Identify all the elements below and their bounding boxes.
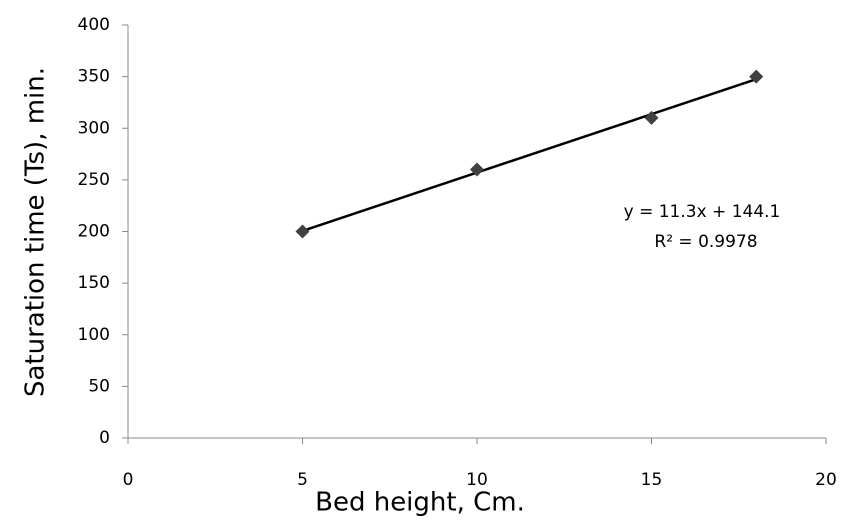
x-tick-label: 15: [641, 470, 663, 490]
point: [470, 162, 484, 177]
y-tick-label: 150: [78, 273, 110, 293]
x-tick-label: 5: [297, 470, 308, 490]
y-tick-label: 300: [78, 118, 110, 138]
r-squared: R² = 0.9978: [654, 232, 757, 252]
equation: y = 11.3x + 144.1: [624, 202, 781, 222]
y-axis-title: Saturation time (Ts), min.: [21, 67, 51, 397]
y-tick-label: 200: [78, 222, 110, 242]
x-axis-title: Bed height, Cm.: [315, 488, 525, 518]
y-tick-label: 250: [78, 170, 110, 190]
x-tick-label: 0: [123, 470, 134, 490]
trendline: [302, 78, 757, 233]
y-tick-label: 100: [78, 325, 110, 345]
point: [644, 110, 659, 125]
y-tick-label: 0: [99, 428, 110, 448]
point: [295, 224, 310, 239]
y-tick-label: 350: [78, 67, 110, 87]
x-tick-label: 20: [815, 470, 837, 490]
point: [749, 69, 764, 84]
y-tick-label: 50: [88, 376, 110, 396]
x-tick-label: 10: [466, 470, 488, 490]
y-tick-label: 400: [78, 15, 110, 35]
